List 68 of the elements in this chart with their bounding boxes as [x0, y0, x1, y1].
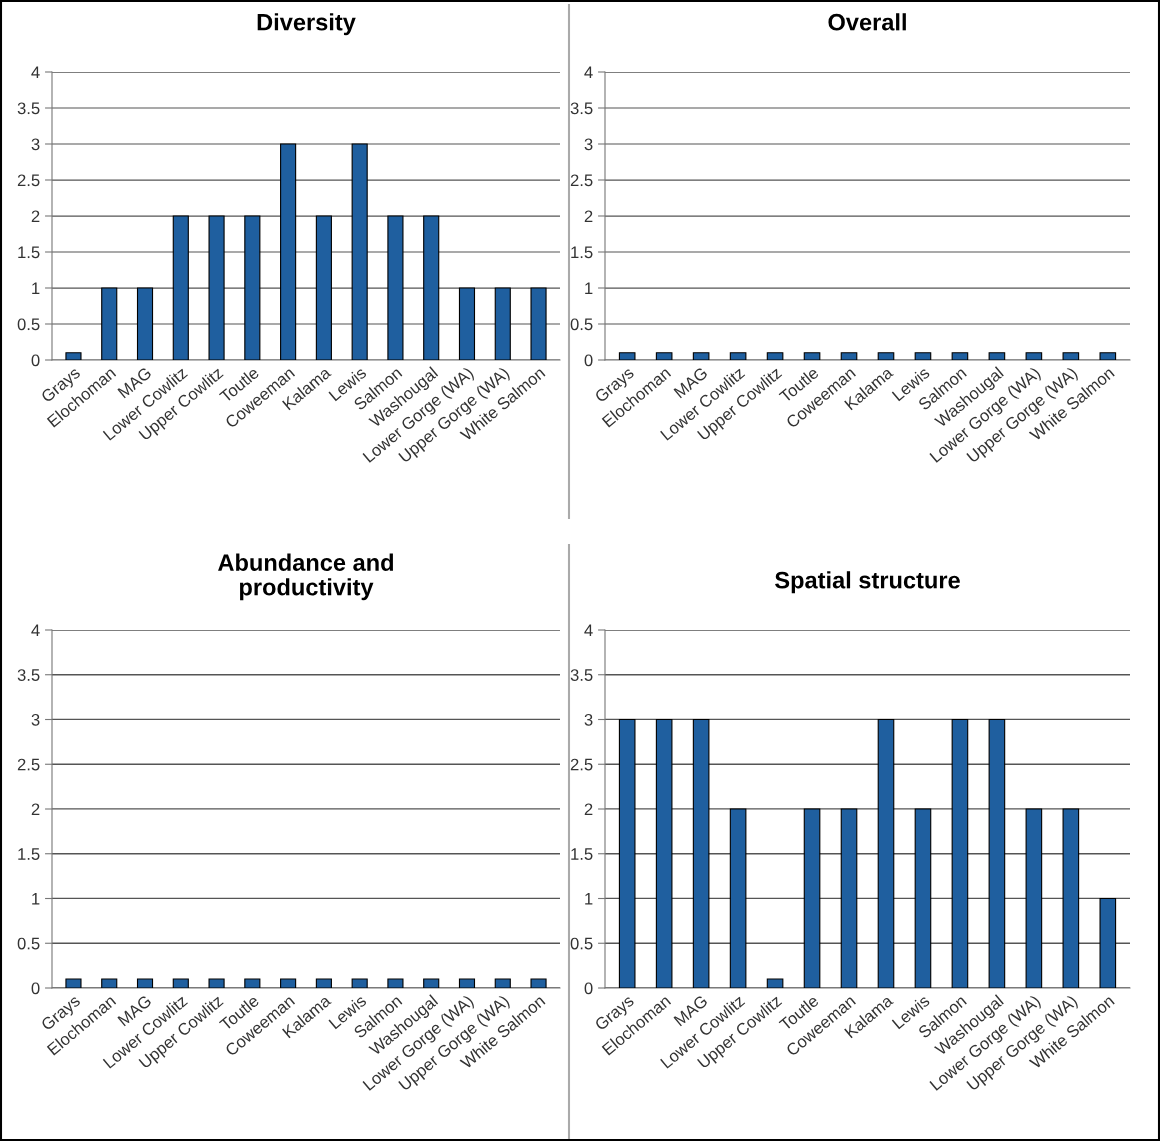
bar — [951, 718, 969, 988]
bar — [655, 718, 673, 988]
y-tick-label: 1.5 — [571, 246, 593, 259]
chart-title: Overall — [828, 13, 906, 31]
bar — [988, 718, 1006, 988]
bar — [840, 808, 858, 988]
y-tick-label: 2 — [584, 803, 593, 816]
y-tick-label: 3 — [584, 713, 593, 726]
bar — [101, 287, 118, 360]
chart-title: Spatial structure — [775, 571, 960, 594]
bar — [65, 352, 82, 360]
y-tick-label: 0.5 — [570, 318, 593, 331]
bar — [729, 808, 747, 988]
y-tick-label: 3 — [31, 138, 40, 151]
bar — [458, 287, 476, 360]
bar — [766, 978, 784, 988]
y-tick-label: 1.5 — [571, 848, 593, 860]
y-tick-label: 2 — [31, 803, 40, 816]
y-tick-label: 4 — [584, 66, 593, 79]
y-tick-label: 2.5 — [17, 174, 40, 187]
bar — [1062, 808, 1080, 988]
bar — [1025, 808, 1043, 988]
y-tick-label: 1.5 — [18, 246, 40, 259]
bar — [280, 143, 297, 360]
y-tick-label: 1 — [32, 282, 40, 295]
bar — [692, 718, 710, 988]
bar — [387, 215, 404, 360]
bar — [136, 287, 154, 360]
bar — [423, 215, 440, 360]
bar — [1099, 897, 1117, 988]
y-tick-label: 1 — [585, 893, 593, 905]
bar — [351, 143, 368, 360]
chart-title: Abundance and productivity — [218, 553, 393, 601]
bar — [208, 215, 225, 360]
bar — [877, 718, 895, 988]
y-tick-label: 0 — [31, 354, 40, 367]
y-tick-label: 0.5 — [570, 937, 593, 950]
y-tick-label: 4 — [31, 624, 40, 637]
y-tick-label: 2 — [31, 210, 40, 223]
y-tick-label: 0.5 — [17, 318, 40, 331]
y-tick-label: 0 — [584, 982, 593, 995]
bar — [803, 808, 821, 988]
bar — [618, 718, 636, 988]
y-tick-label: 3.5 — [570, 669, 593, 681]
y-tick-label: 4 — [31, 66, 40, 79]
y-tick-label: 3 — [31, 713, 40, 726]
y-tick-label: 1.5 — [18, 848, 40, 860]
y-tick-label: 3 — [584, 138, 593, 151]
y-tick-label: 4 — [584, 624, 593, 637]
y-tick-label: 2.5 — [17, 758, 40, 771]
bar — [530, 287, 547, 360]
y-tick-label: 0 — [31, 982, 40, 995]
bar — [914, 808, 932, 988]
y-tick-label: 0 — [584, 354, 593, 367]
bar — [172, 215, 189, 360]
y-tick-label: 2 — [584, 210, 593, 223]
bar — [494, 287, 511, 360]
y-tick-label: 2.5 — [570, 758, 593, 771]
bar — [244, 215, 261, 360]
y-tick-label: 1 — [32, 893, 40, 905]
y-tick-label: 3.5 — [570, 102, 593, 115]
chart-title: Diversity — [257, 13, 356, 36]
y-tick-label: 2.5 — [570, 174, 593, 187]
y-tick-label: 0.5 — [17, 937, 40, 950]
y-tick-label: 1 — [585, 282, 593, 295]
y-tick-label: 3.5 — [17, 102, 40, 115]
bar — [315, 215, 332, 360]
y-tick-label: 3.5 — [17, 669, 40, 681]
